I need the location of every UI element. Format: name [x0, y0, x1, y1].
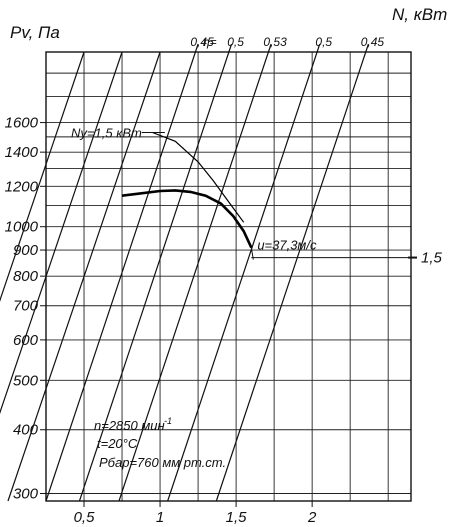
notes-block: n=2850 мин -1 t=20°C Pбар=760 мм рт.ст. — [94, 416, 226, 470]
speed-label: u=37,3м/с — [257, 238, 317, 253]
note-rpm: n=2850 мин — [94, 418, 165, 433]
efficiency-line — [118, 43, 272, 502]
efficiency-label: 0,5 — [315, 35, 332, 49]
power-curve — [152, 131, 245, 223]
tick-labels: 300 400 500 600 700 800 900 1000 1200 1400 1600 0,5… — [5, 115, 317, 526]
note-barometric-pressure: Pбар=760 мм рт.ст. — [99, 455, 226, 470]
efficiency-lines: 0,45 0,5 0,53 0,5 0,45 — [0, 35, 385, 502]
y-tick-label: 800 — [13, 268, 39, 285]
y-tick-label: 1400 — [5, 144, 39, 161]
y-tick-label: 900 — [13, 242, 39, 259]
efficiency-label: 0,5 — [227, 35, 244, 49]
efficiency-line — [45, 43, 199, 502]
y-tick-label: 600 — [13, 332, 39, 349]
y-tick-label: 300 — [13, 485, 39, 502]
x-tick-label: 1,5 — [226, 509, 248, 526]
plot-frame — [45, 51, 412, 502]
y2-axis-title: N, кВт — [392, 5, 447, 24]
curves: Ny=1,5 кВт u=37,3м/с 1,5 — [71, 125, 442, 266]
x-tick-label: 2 — [307, 509, 317, 526]
diagonal-line — [7, 51, 161, 502]
efficiency-line — [78, 43, 233, 502]
note-temperature: t=20°C — [97, 436, 138, 451]
x-tick-label: 0,5 — [74, 509, 96, 526]
eta-prefix-label: η= — [203, 35, 217, 49]
pressure-curve — [121, 189, 253, 249]
efficiency-label: 0,45 — [361, 35, 385, 49]
y-tick-label: 1600 — [5, 115, 39, 132]
efficiency-line — [215, 43, 369, 502]
efficiency-label: 0,45 — [190, 35, 214, 49]
y-axis-title: Pv, Па — [10, 23, 60, 42]
power-label: Ny=1,5 кВт — [71, 125, 142, 140]
diagonal-line — [0, 51, 85, 302]
y-tick-label: 400 — [13, 422, 39, 439]
y-tick-label: 1200 — [5, 178, 39, 195]
y-tick-label: 1000 — [5, 219, 39, 236]
y-tick-label: 500 — [13, 372, 39, 389]
note-rpm-exponent: -1 — [164, 416, 172, 426]
efficiency-label: 0,53 — [263, 35, 287, 49]
efficiency-line — [167, 43, 321, 502]
y-tick-label: 700 — [13, 298, 39, 315]
power-reference-label: 1,5 — [421, 250, 443, 267]
grid — [45, 51, 412, 501]
x-tick-label: 1 — [156, 509, 164, 526]
